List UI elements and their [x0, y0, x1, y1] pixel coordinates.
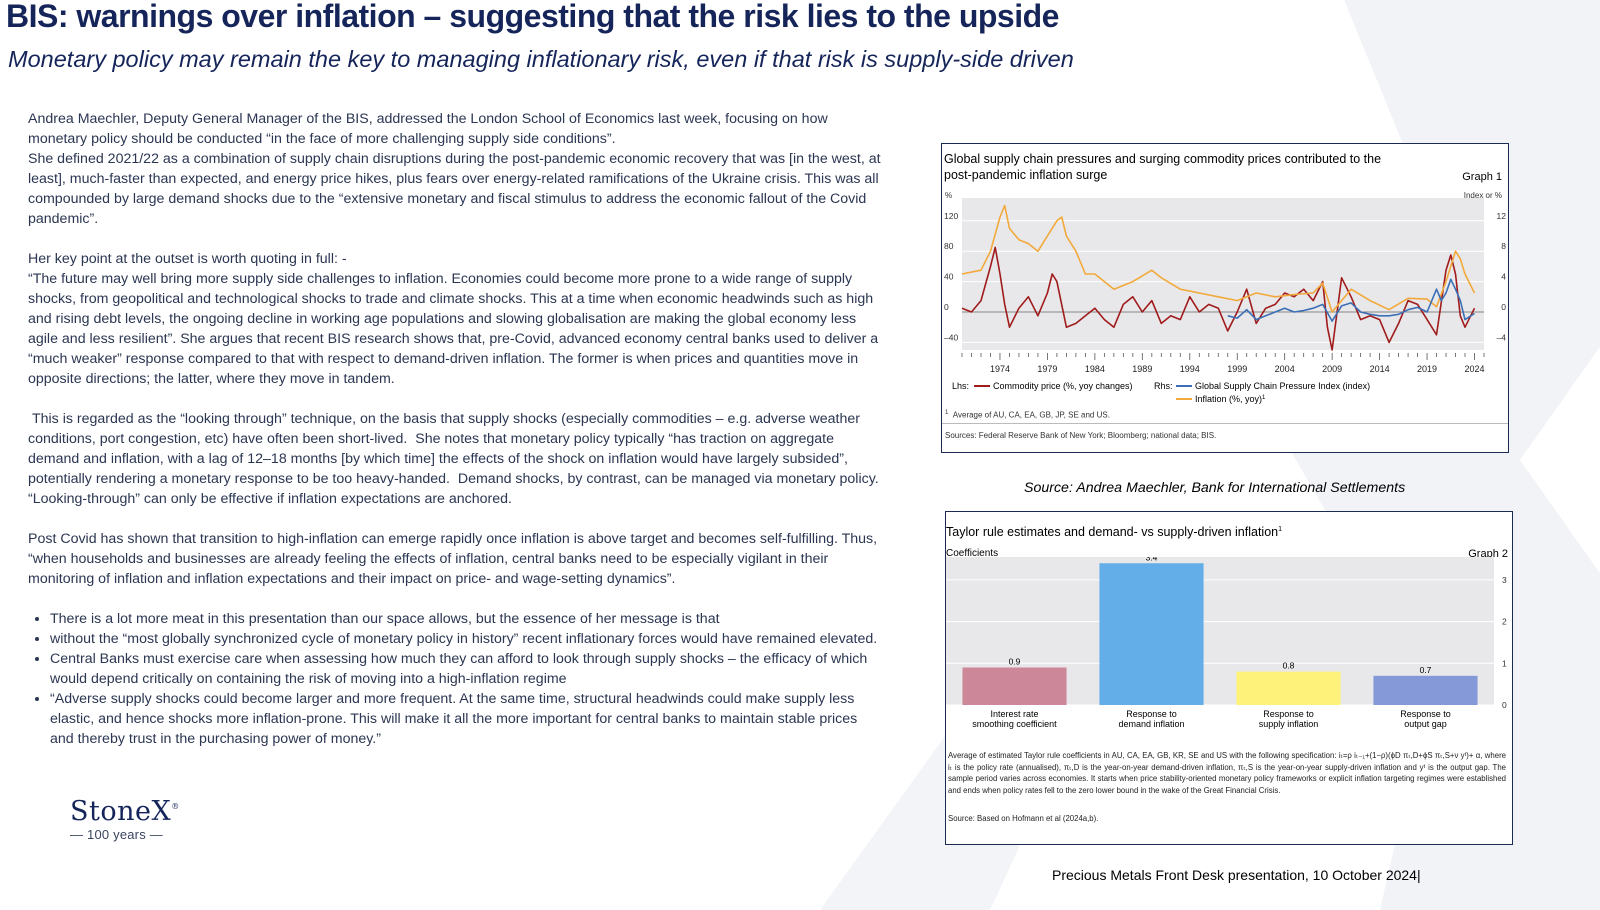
graph1-title: Global supply chain pressures and surgin…: [944, 152, 1382, 182]
x-tick-label: 1984: [1085, 364, 1105, 374]
y-left-tick-label: 0: [944, 302, 949, 312]
y-left-tick-label: 40: [944, 272, 954, 282]
category-label: Interest rate: [990, 709, 1038, 719]
bar-value-label: 0.8: [1283, 661, 1295, 671]
bar-value-label: 3.4: [1146, 557, 1158, 562]
series-line-0: [961, 246, 1476, 351]
page-subtitle: Monetary policy may remain the key to ma…: [8, 46, 1074, 72]
graph1-sources: Sources: Federal Reserve Bank of New Yor…: [945, 431, 1217, 440]
y-tick-label: 3: [1502, 575, 1507, 585]
graph1-panel: Global supply chain pressures and surgin…: [941, 143, 1509, 453]
bar: [1236, 671, 1341, 705]
paragraph-post-covid: Post Covid has shown that transition to …: [28, 531, 878, 587]
footer-text: Precious Metals Front Desk presentation,…: [1052, 867, 1421, 883]
category-label: smoothing coefficient: [972, 719, 1057, 729]
paragraph-intro: Andrea Maechler, Deputy General Manager …: [28, 111, 828, 147]
graph2-unit: Coefficients: [946, 548, 999, 559]
x-tick-label: 2024: [1464, 364, 1484, 374]
x-tick-label: 2004: [1275, 364, 1295, 374]
x-tick-label: 1994: [1180, 364, 1200, 374]
legend-commodity: Commodity price (%, yoy changes): [993, 381, 1133, 391]
bullet-item: without the “most globally synchronized …: [50, 629, 883, 649]
y-tick-label: 0: [1502, 700, 1507, 710]
page-title: BIS: warnings over inflation – suggestin…: [6, 0, 1059, 34]
y-tick-label: 1: [1502, 658, 1507, 668]
graph1-legend: Lhs: Commodity price (%, yoy changes) Rh…: [952, 381, 1370, 404]
bullet-list: There is a lot more meat in this present…: [28, 609, 883, 749]
y-right-tick-label: 0: [1501, 302, 1506, 312]
legend-inflation: Inflation (%, yoy)1: [1195, 394, 1266, 404]
bar: [1099, 563, 1204, 705]
y-right-tick-label: 4: [1501, 272, 1506, 282]
bar-value-label: 0.9: [1009, 656, 1021, 666]
x-tick-label: 2009: [1322, 364, 1342, 374]
graph1-lhs-unit: %: [945, 191, 953, 200]
bar: [962, 667, 1067, 705]
series-line-2: [1227, 278, 1475, 322]
paragraph-looking-through: This is regarded as the “looking through…: [28, 411, 887, 507]
series-line-1: [961, 204, 1476, 313]
registered-mark: ®: [171, 802, 180, 811]
y-right-tick-label: 8: [1501, 241, 1506, 251]
x-tick-label: 1999: [1227, 364, 1247, 374]
graph1-rhs-unit: Index or %: [1463, 191, 1502, 200]
x-tick-label: 2019: [1417, 364, 1437, 374]
y-left-tick-label: 80: [944, 241, 954, 251]
category-label: output gap: [1404, 719, 1447, 729]
y-left-tick-label: 120: [944, 211, 958, 221]
paragraph-definition: She defined 2021/22 as a combination of …: [28, 151, 881, 227]
legend-rhs-prefix: Rhs:: [1154, 381, 1173, 391]
paragraph-key-point: Her key point at the outset is worth quo…: [28, 251, 347, 267]
y-tick-label: 2: [1502, 617, 1507, 627]
graph2-title: Taylor rule estimates and demand- vs sup…: [946, 525, 1283, 540]
y-right-tick-label: –4: [1497, 332, 1507, 342]
bar: [1373, 675, 1478, 705]
bar-value-label: 0.7: [1420, 665, 1432, 675]
legend-lhs-prefix: Lhs:: [952, 381, 969, 391]
category-label: Response to: [1400, 709, 1451, 719]
category-label: supply inflation: [1259, 719, 1319, 729]
category-label: Response to: [1126, 709, 1177, 719]
x-tick-label: 1989: [1132, 364, 1152, 374]
plot-area: [962, 198, 1484, 350]
bullet-item: There is a lot more meat in this present…: [50, 609, 883, 629]
legend-gscpi: Global Supply Chain Pressure Index (inde…: [1195, 381, 1370, 391]
logo-name: StoneX: [70, 796, 172, 827]
graph2-note: Average of estimated Taylor rule coeffic…: [948, 751, 1506, 795]
paragraph-quote: “The future may well bring more supply s…: [28, 271, 879, 387]
graph1-number: Graph 1: [1462, 171, 1502, 183]
x-tick-label: 2014: [1370, 364, 1390, 374]
y-left-tick-label: –40: [944, 332, 958, 342]
stonex-logo: StoneX® — 100 years —: [70, 796, 180, 842]
article-body: Andrea Maechler, Deputy General Manager …: [28, 109, 883, 749]
y-right-tick-label: 12: [1497, 211, 1507, 221]
bullet-item: Central Banks must exercise care when as…: [50, 649, 883, 689]
category-label: demand inflation: [1118, 719, 1184, 729]
bullet-item: “Adverse supply shocks could become larg…: [50, 689, 883, 749]
logo-years: — 100 years —: [70, 827, 163, 842]
category-label: Response to: [1263, 709, 1314, 719]
x-tick-label: 1974: [990, 364, 1010, 374]
graph1-footnote: 1 Average of AU, CA, EA, GB, JP, SE and …: [945, 410, 1110, 420]
graph1-source-caption: Source: Andrea Maechler, Bank for Intern…: [1024, 480, 1406, 496]
graph2-panel: Taylor rule estimates and demand- vs sup…: [945, 511, 1513, 845]
x-tick-label: 1979: [1037, 364, 1057, 374]
graph2-source: Source: Based on Hofmann et al (2024a,b)…: [948, 814, 1099, 823]
